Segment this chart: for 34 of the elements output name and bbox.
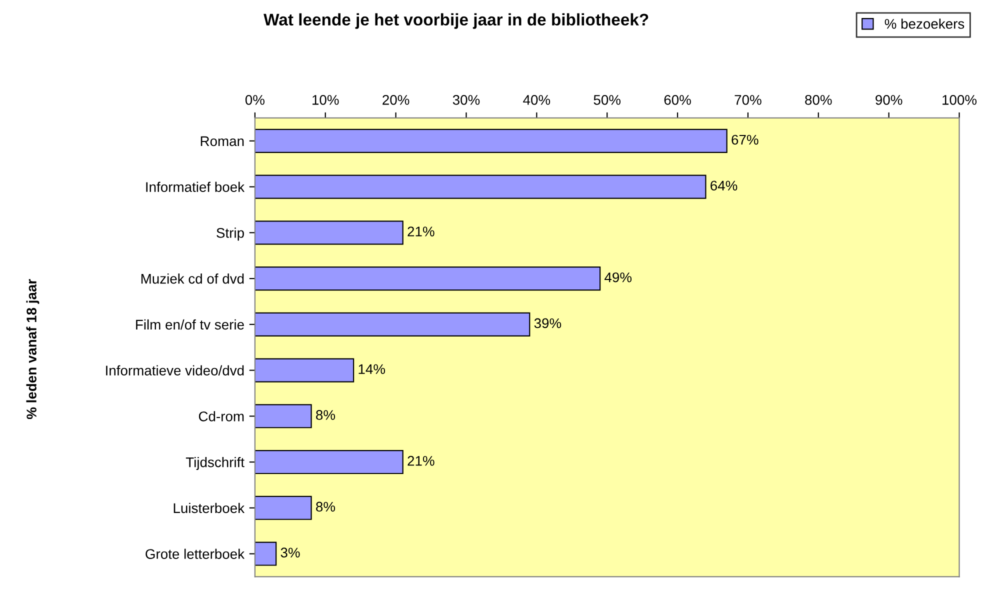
data-label: 8%: [316, 410, 336, 420]
y-tick-label: Luisterboek: [174, 502, 245, 514]
x-tick-label: 40%: [523, 94, 550, 105]
x-tick-label: 20%: [382, 94, 410, 105]
y-tick-label: Grote letterboek: [146, 548, 245, 559]
chart-title: Wat leende je het voorbije jaar in de bibliotheek?: [264, 13, 648, 29]
x-tick-label: 10%: [312, 94, 339, 105]
data-label: 49%: [604, 272, 632, 282]
data-label: 39%: [534, 318, 562, 328]
y-tick-label: Roman: [200, 136, 244, 146]
legend-label: % bezoekers: [884, 18, 964, 29]
data-label: 64%: [710, 180, 738, 191]
x-tick-label: 0%: [245, 94, 264, 105]
x-tick-label: 100%: [942, 94, 977, 105]
y-tick-label: Cd-rom: [198, 411, 244, 422]
data-label: 8%: [316, 502, 336, 512]
x-tick-label: 70%: [734, 94, 762, 105]
y-tick-label: Informatief boek: [146, 182, 245, 192]
data-label: 3%: [280, 548, 300, 558]
y-tick-label: Strip: [216, 228, 244, 241]
y-tick-label: Film en/of tv serie: [136, 319, 244, 330]
y-tick-label: Informatieve video/dvd: [106, 365, 244, 376]
x-tick-label: 80%: [805, 94, 832, 105]
y-axis-title: % leden vanaf 18 jaar: [26, 279, 40, 420]
data-label: 21%: [408, 456, 434, 466]
data-label: 67%: [732, 134, 758, 145]
x-tick-label: 30%: [452, 94, 480, 105]
y-tick-label: Tijdschrift: [186, 457, 244, 470]
x-tick-label: 60%: [664, 94, 691, 105]
data-label: 14%: [358, 364, 386, 374]
data-label: 21%: [408, 226, 434, 236]
y-tick-label: Muziek cd of dvd: [141, 274, 244, 284]
x-tick-label: 50%: [594, 94, 621, 105]
x-tick-label: 90%: [876, 94, 902, 105]
